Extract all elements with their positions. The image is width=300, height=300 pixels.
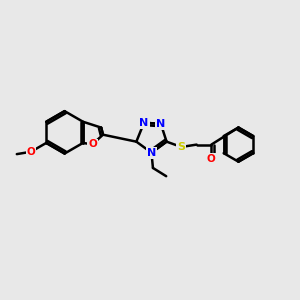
Text: O: O [27,147,35,157]
Text: O: O [88,140,97,149]
Text: S: S [177,142,185,152]
Text: N: N [147,148,156,158]
Text: O: O [207,154,216,164]
Text: N: N [156,119,165,129]
Text: N: N [140,118,148,128]
